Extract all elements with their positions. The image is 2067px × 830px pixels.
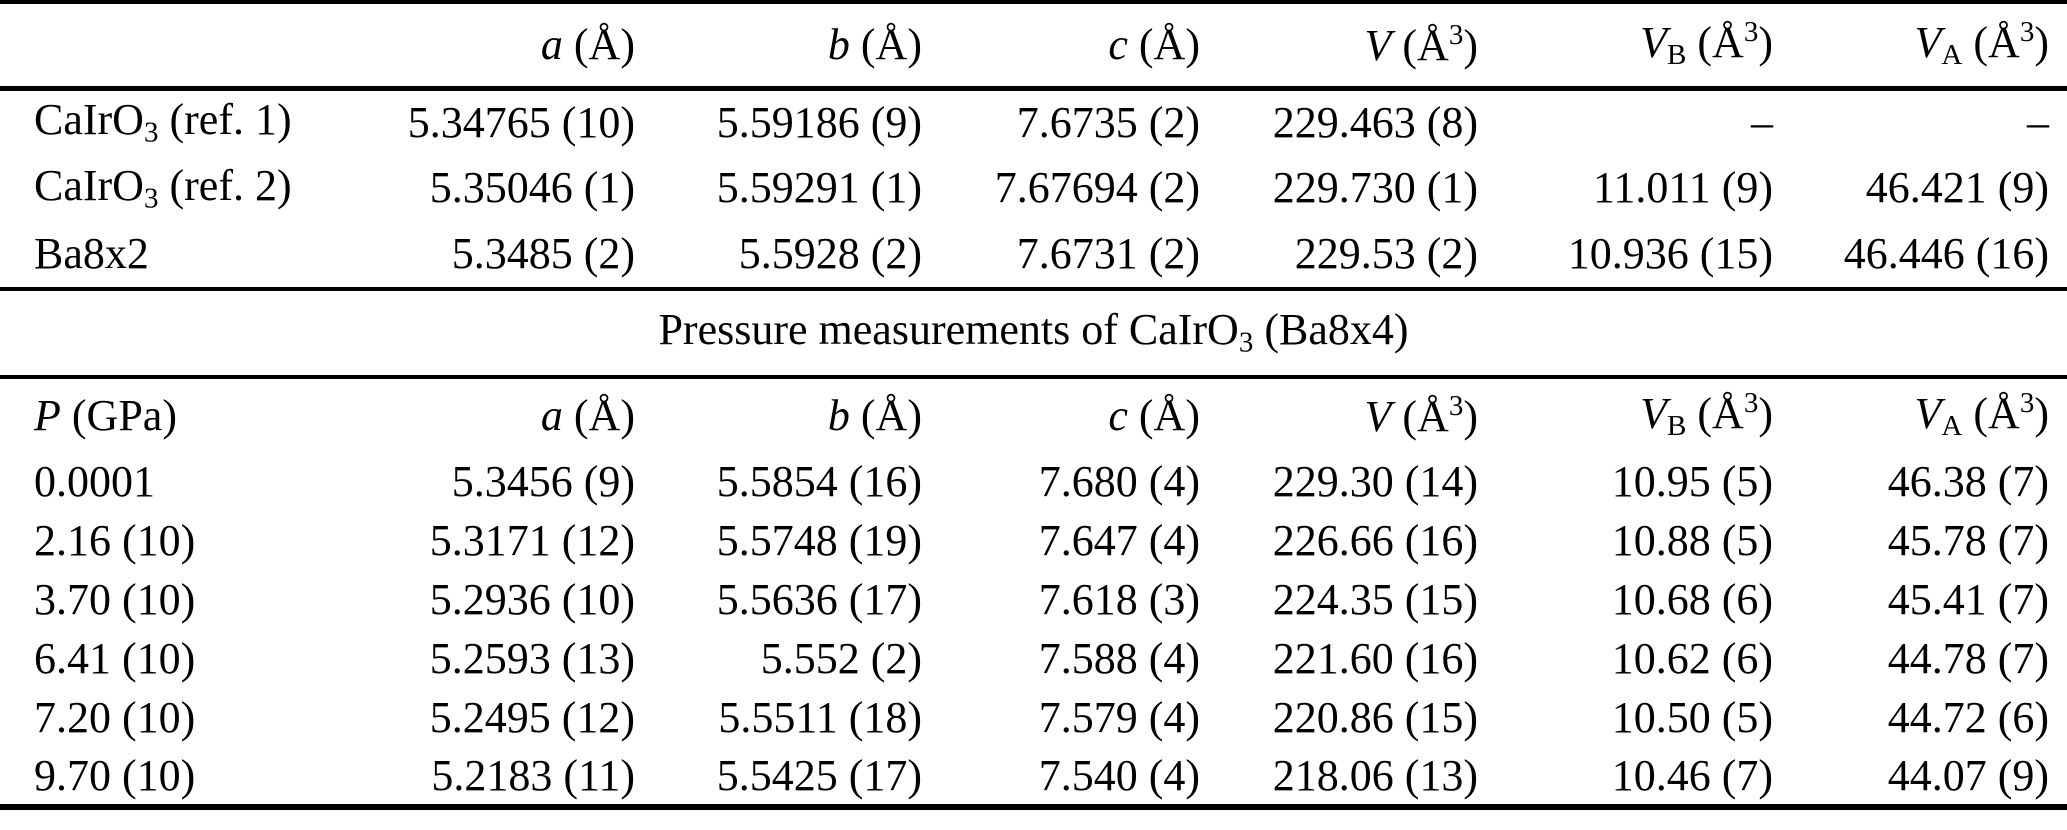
table-cell: 5.5928 (2) xyxy=(738,229,922,279)
row-label: 0.0001 xyxy=(34,457,155,507)
table-cell: 46.38 (7) xyxy=(1887,457,2049,507)
table-cell: 7.6735 (2) xyxy=(1016,97,1200,147)
crystallographic-table: a (Å) b (Å) c (Å) V (Å3) VB (Å3) VA (Å3) CaIrO… xyxy=(0,0,2067,810)
table-cell: 5.3171 (12) xyxy=(429,516,635,566)
table-header-row: a (Å) b (Å) c (Å) V (Å3) VB (Å3) VA (Å3) xyxy=(0,2,2067,88)
table-cell: 10.62 (6) xyxy=(1611,634,1773,684)
column-header: V (Å3) xyxy=(1364,18,1479,70)
table-cell: 5.5511 (18) xyxy=(718,693,922,743)
table-cell: 221.60 (16) xyxy=(1272,634,1478,684)
table-cell: 5.2183 (11) xyxy=(431,750,635,800)
table-cell: 10.95 (5) xyxy=(1611,457,1773,507)
table-cell: 5.5425 (17) xyxy=(716,750,922,800)
table-cell: 10.46 (7) xyxy=(1611,750,1773,800)
column-header: a (Å) xyxy=(540,390,635,440)
table-cell: 5.2936 (10) xyxy=(429,575,635,625)
column-header: VA (Å3) xyxy=(1914,387,2049,443)
row-label: 7.20 (10) xyxy=(34,693,196,743)
table-cell: 7.67694 (2) xyxy=(994,163,1200,213)
column-header: P (GPa) xyxy=(34,390,177,440)
table-cell: 10.68 (6) xyxy=(1611,575,1773,625)
column-header: V (Å3) xyxy=(1364,389,1479,441)
table-cell: 45.78 (7) xyxy=(1887,516,2049,566)
table-cell: 46.421 (9) xyxy=(1865,163,2049,213)
table-cell: 45.41 (7) xyxy=(1887,575,2049,625)
table-cell: 5.3456 (9) xyxy=(451,457,635,507)
table-row: Ba8x2 5.3485 (2) 5.5928 (2) 7.6731 (2) 229.5… xyxy=(0,222,2067,289)
table-cell: 5.2495 (12) xyxy=(429,693,635,743)
table-row: 2.16 (10) 5.3171 (12) 5.5748 (19) 7.647 (4)… xyxy=(0,512,2067,571)
table-cell: 229.463 (8) xyxy=(1272,97,1478,147)
column-header xyxy=(0,2,345,88)
row-label: 6.41 (10) xyxy=(34,634,196,684)
row-label: Ba8x2 xyxy=(34,229,149,279)
table-cell: 5.552 (2) xyxy=(760,634,922,684)
table-cell: 218.06 (13) xyxy=(1272,750,1478,800)
table-cell: 5.5854 (16) xyxy=(716,457,922,507)
table-row: 6.41 (10) 5.2593 (13) 5.552 (2) 7.588 (4) 22… xyxy=(0,630,2067,689)
row-label: 9.70 (10) xyxy=(34,750,196,800)
table-cell: 10.50 (5) xyxy=(1611,693,1773,743)
table-cell: 7.6731 (2) xyxy=(1016,229,1200,279)
table-cell: 7.647 (4) xyxy=(1038,516,1200,566)
table-cell: 229.30 (14) xyxy=(1272,457,1478,507)
table-cell: 10.936 (15) xyxy=(1567,229,1773,279)
table-cell: – xyxy=(1751,97,1773,147)
table-row: 3.70 (10) 5.2936 (10) 5.5636 (17) 7.618 (3)… xyxy=(0,571,2067,630)
table-cell: 229.730 (1) xyxy=(1272,163,1478,213)
table-cell: 5.3485 (2) xyxy=(451,229,635,279)
table-cell: 5.2593 (13) xyxy=(429,634,635,684)
table-cell: 5.5636 (17) xyxy=(716,575,922,625)
section-title-row: Pressure measurements of CaIrO3 (Ba8x4) xyxy=(0,289,2067,377)
table-row: CaIrO3 (ref. 1) 5.34765 (10) 5.59186 (9) 7.… xyxy=(0,88,2067,155)
table-cell: 7.540 (4) xyxy=(1038,750,1200,800)
table-cell: 224.35 (15) xyxy=(1272,575,1478,625)
column-header: VB (Å3) xyxy=(1640,387,1773,443)
table-body: a (Å) b (Å) c (Å) V (Å3) VB (Å3) VA (Å3) CaIrO… xyxy=(0,2,2067,807)
table-cell: 7.680 (4) xyxy=(1038,457,1200,507)
table-row: 7.20 (10) 5.2495 (12) 5.5511 (18) 7.579 (4)… xyxy=(0,689,2067,748)
table-cell: 229.53 (2) xyxy=(1294,229,1478,279)
table-cell: 226.66 (16) xyxy=(1272,516,1478,566)
table-header-row: P (GPa) a (Å) b (Å) c (Å) V (Å3) VB (Å3) VA (Å… xyxy=(0,377,2067,453)
table-cell: 46.446 (16) xyxy=(1843,229,2049,279)
table-cell: 11.011 (9) xyxy=(1592,163,1773,213)
table-cell: 44.07 (9) xyxy=(1887,750,2049,800)
table-cell: 5.59186 (9) xyxy=(716,97,922,147)
column-header: c (Å) xyxy=(1108,19,1200,69)
table-row: 9.70 (10) 5.2183 (11) 5.5425 (17) 7.540 (4)… xyxy=(0,748,2067,807)
table-cell: 5.34765 (10) xyxy=(407,97,635,147)
table-cell: 10.88 (5) xyxy=(1611,516,1773,566)
column-header: VB (Å3) xyxy=(1640,16,1773,72)
row-label: CaIrO3 (ref. 2) xyxy=(34,160,292,215)
table-cell: 44.72 (6) xyxy=(1887,693,2049,743)
row-label: 3.70 (10) xyxy=(34,575,196,625)
table-cell: 7.588 (4) xyxy=(1038,634,1200,684)
column-header: b (Å) xyxy=(827,390,922,440)
table-cell: 5.5748 (19) xyxy=(716,516,922,566)
table-cell: – xyxy=(2027,97,2049,147)
row-label: 2.16 (10) xyxy=(34,516,196,566)
column-header: a (Å) xyxy=(540,19,635,69)
table-row: CaIrO3 (ref. 2) 5.35046 (1) 5.59291 (1) 7.6… xyxy=(0,155,2067,222)
column-header: VA (Å3) xyxy=(1914,16,2049,72)
column-header: c (Å) xyxy=(1108,390,1200,440)
column-header: b (Å) xyxy=(827,19,922,69)
row-label: CaIrO3 (ref. 1) xyxy=(34,95,292,149)
table-cell: 7.579 (4) xyxy=(1038,693,1200,743)
section-title: Pressure measurements of CaIrO3 (Ba8x4) xyxy=(658,305,1409,359)
table-cell: 220.86 (15) xyxy=(1272,693,1478,743)
table-cell: 44.78 (7) xyxy=(1887,634,2049,684)
table-cell: 5.59291 (1) xyxy=(716,163,922,213)
table-row: 0.0001 5.3456 (9) 5.5854 (16) 7.680 (4) 229.… xyxy=(0,453,2067,512)
table-cell: 7.618 (3) xyxy=(1038,575,1200,625)
table-cell: 5.35046 (1) xyxy=(429,163,635,213)
